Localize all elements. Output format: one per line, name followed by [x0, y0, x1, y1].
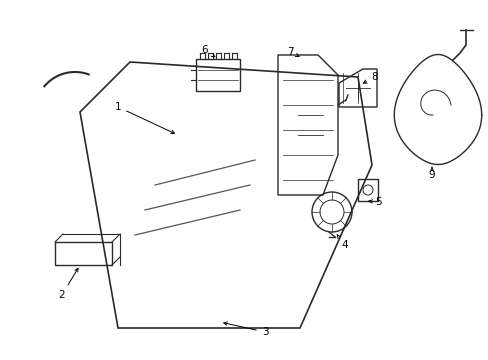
Text: 1: 1	[115, 102, 174, 134]
Text: 4: 4	[337, 235, 347, 250]
Text: 7: 7	[286, 47, 299, 57]
Text: 3: 3	[224, 322, 268, 337]
Text: 2: 2	[59, 268, 78, 300]
Text: 5: 5	[368, 197, 381, 207]
Text: 8: 8	[363, 72, 378, 83]
Text: 9: 9	[428, 167, 434, 180]
Text: 6: 6	[201, 45, 214, 57]
